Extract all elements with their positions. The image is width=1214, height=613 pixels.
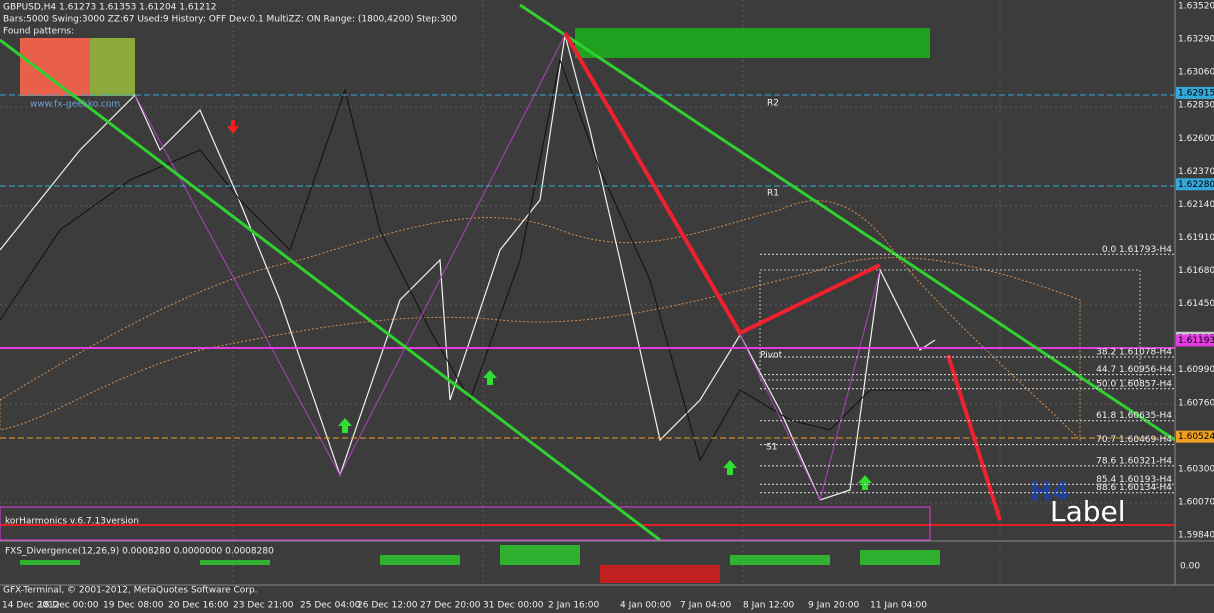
indicator-label: korHarmonics v.6.7.13version — [5, 517, 139, 527]
sub-axis-label: 0.00 — [1180, 562, 1200, 572]
time-label: 25 Dec 04:00 — [300, 601, 361, 611]
price-marker-label: 1.60524 — [1178, 432, 1214, 442]
time-label: 9 Jan 20:00 — [808, 601, 860, 611]
cloud — [0, 200, 1081, 442]
price-label: 1.63060 — [1178, 68, 1214, 78]
indicator-label: FXS_Divergence(12,26,9) 0.0008280 0.0000… — [5, 547, 274, 557]
watermark: www.fx-geekko.com — [30, 100, 120, 110]
trend-line — [519, 3, 1176, 442]
time-label: 8 Jan 12:00 — [743, 601, 795, 611]
price-label: 1.62830 — [1178, 101, 1214, 111]
time-label: 20 Dec 16:00 — [168, 601, 229, 611]
price-label: 1.61910 — [1178, 233, 1214, 243]
grid — [0, 0, 1175, 585]
fibo-label: 38.2 1.61078-H4 — [1096, 348, 1172, 358]
fibo-label: 70.7 1.60469-H4 — [1096, 435, 1172, 445]
time-label: 4 Jan 00:00 — [620, 601, 672, 611]
price-marker-label: 1.61193 — [1178, 336, 1214, 346]
pivot-label: R2 — [767, 99, 779, 109]
pivot-label: R1 — [767, 189, 779, 199]
price-label: 1.60990 — [1178, 365, 1214, 375]
price-marker — [1176, 178, 1214, 191]
price-marker — [1176, 86, 1214, 99]
price-label: 1.60070 — [1178, 497, 1214, 507]
pattern-leg — [946, 354, 1002, 521]
time-label: 14 Dec 2012 — [2, 601, 60, 611]
patterns-label: Found patterns: — [3, 27, 74, 37]
price-marker — [1176, 430, 1214, 443]
price-label: 1.62140 — [1178, 200, 1214, 210]
fibo-label: 50.0 1.60857-H4 — [1096, 379, 1172, 389]
pattern-leg — [563, 31, 881, 336]
time-label: 18 Dec 00:00 — [38, 601, 99, 611]
price-label: 1.61680 — [1178, 266, 1214, 276]
price-label: 1.60760 — [1178, 398, 1214, 408]
price-path — [0, 34, 936, 501]
time-label: 26 Dec 12:00 — [357, 601, 418, 611]
fibo-label: 78.6 1.60321-H4 — [1096, 456, 1172, 466]
price-label: 1.60300 — [1178, 464, 1214, 474]
divergence-histogram — [20, 545, 940, 583]
price-label: 1.63520 — [1178, 2, 1214, 12]
axis-panel — [1175, 0, 1214, 613]
price-label: 1.59840 — [1178, 531, 1214, 541]
trend-line — [0, 38, 661, 542]
indicator-line — [0, 58, 930, 462]
overlay-label: Label — [1050, 495, 1126, 528]
price-marker — [1176, 334, 1214, 347]
price-label: 1.62370 — [1178, 167, 1214, 177]
pattern-box — [0, 506, 931, 541]
fibo-label: 0.0 1.61793-H4 — [1102, 245, 1172, 255]
fibo-label: 85.4 1.60193-H4 — [1096, 475, 1172, 485]
pivot-label: Pivot — [760, 351, 783, 361]
signal-arrows — [227, 120, 872, 490]
time-label: 23 Dec 21:00 — [233, 601, 294, 611]
time-label: 27 Dec 20:00 — [420, 601, 481, 611]
symbol-line: GBPUSD,H4 1.61273 1.61353 1.61204 1.6121… — [3, 3, 216, 13]
time-label: 19 Dec 08:00 — [103, 601, 164, 611]
fibo-label: 44.7 1.60956-H4 — [1096, 365, 1172, 375]
fibo-label: 88.6 1.60134-H4 — [1096, 483, 1172, 493]
price-label: 1.63290 — [1178, 35, 1214, 45]
time-label: 31 Dec 00:00 — [483, 601, 544, 611]
footer: GFX-Terminal, © 2001-2012, MetaQuotes So… — [3, 586, 258, 596]
pattern-grid — [20, 38, 135, 96]
time-label: 11 Jan 04:00 — [870, 601, 927, 611]
info-line: Bars:5000 Swing:3000 ZZ:67 Used:9 Histor… — [3, 15, 457, 25]
price-marker-label: 1.62280 — [1178, 180, 1214, 190]
price-marker-label: 1.62915 — [1178, 88, 1214, 98]
price-label: 1.62600 — [1178, 134, 1214, 144]
time-label: 7 Jan 04:00 — [680, 601, 732, 611]
pivot-label: S1 — [766, 443, 777, 453]
fibo-label: 61.8 1.60635-H4 — [1096, 411, 1172, 421]
price-label: 1.61450 — [1178, 299, 1214, 309]
zone — [575, 28, 930, 58]
time-label: 2 Jan 16:00 — [548, 601, 600, 611]
